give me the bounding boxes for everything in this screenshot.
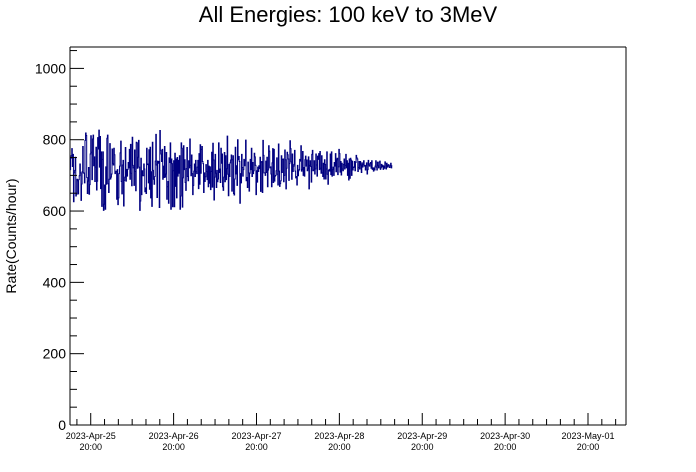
x-tick-date-label: 2023-Apr-26 — [149, 431, 199, 441]
x-tick-date-label: 2023-Apr-27 — [231, 431, 281, 441]
x-tick-date-label: 2023-Apr-25 — [66, 431, 116, 441]
x-tick-time-label: 20:00 — [328, 442, 351, 452]
x-tick-labels-layer: 2023-Apr-2520:002023-Apr-2620:002023-Apr… — [66, 431, 615, 452]
y-tick-label: 600 — [43, 203, 67, 219]
y-axis-label: Rate(Counts/hour) — [3, 178, 19, 293]
y-tick-label: 200 — [43, 346, 67, 362]
axis-ticks-layer — [70, 50, 617, 426]
x-tick-time-label: 20:00 — [411, 442, 434, 452]
y-tick-label: 0 — [58, 417, 66, 433]
y-tick-label: 800 — [43, 132, 67, 148]
x-tick-time-label: 20:00 — [79, 442, 102, 452]
y-tick-label: 400 — [43, 274, 67, 290]
x-tick-date-label: 2023-May-01 — [561, 431, 614, 441]
series-layer — [70, 129, 393, 211]
x-tick-time-label: 20:00 — [494, 442, 517, 452]
y-tick-label: 1000 — [35, 60, 66, 76]
x-tick-time-label: 20:00 — [245, 442, 268, 452]
plot-frame — [69, 46, 627, 426]
x-tick-date-label: 2023-Apr-30 — [480, 431, 530, 441]
x-tick-time-label: 20:00 — [577, 442, 600, 452]
x-tick-date-label: 2023-Apr-29 — [397, 431, 447, 441]
x-tick-date-label: 2023-Apr-28 — [314, 431, 364, 441]
y-tick-labels-layer: 0 200 400 600 800 1000 — [35, 60, 66, 433]
chart-title: All Energies: 100 keV to 3MeV — [199, 2, 498, 27]
x-tick-time-label: 20:00 — [162, 442, 185, 452]
series-line-0 — [70, 129, 393, 211]
